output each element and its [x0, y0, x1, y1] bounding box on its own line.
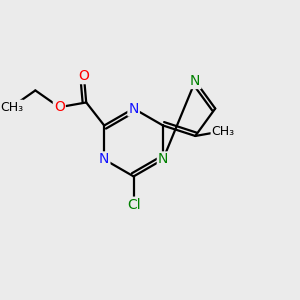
Text: CH₃: CH₃ — [0, 101, 23, 114]
Text: N: N — [190, 74, 200, 88]
Text: N: N — [99, 152, 110, 167]
Text: O: O — [79, 69, 89, 83]
Text: Cl: Cl — [127, 198, 140, 212]
Text: N: N — [158, 152, 168, 167]
Text: CH₃: CH₃ — [212, 124, 235, 138]
Text: N: N — [128, 101, 139, 116]
Text: O: O — [54, 100, 65, 114]
